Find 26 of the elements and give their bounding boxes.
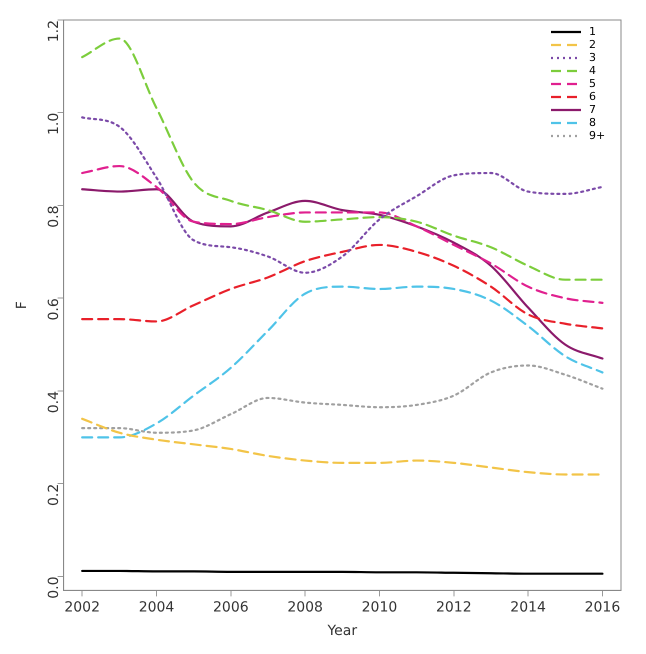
y-tick-label: 1.2 [46, 20, 62, 42]
y-tick-label: 0.0 [46, 576, 62, 599]
legend-label: 7 [589, 102, 596, 116]
legend-label: 2 [589, 38, 596, 51]
x-tick-label: 2014 [510, 599, 546, 616]
x-tick-label: 2002 [64, 599, 100, 616]
y-axis-title: F [14, 301, 30, 310]
y-tick-label: 0.4 [46, 390, 62, 414]
x-tick-label: 2008 [287, 599, 323, 616]
legend-label: 6 [589, 90, 596, 103]
y-tick-label: 0.2 [46, 484, 62, 506]
y-tick-label: 0.8 [46, 205, 62, 228]
y-tick-label: 1.0 [46, 112, 62, 136]
x-tick-label: 2004 [138, 599, 174, 616]
x-tick-label: 2016 [584, 599, 620, 616]
legend-label: 3 [589, 50, 596, 64]
x-tick-label: 2010 [362, 599, 398, 616]
y-tick-label: 0.6 [46, 298, 62, 321]
legend-label: 4 [589, 64, 596, 77]
legend-label: 9+ [589, 128, 606, 142]
x-tick-label: 2006 [213, 599, 249, 616]
x-tick-label: 2012 [436, 599, 472, 616]
legend-label: 5 [589, 76, 596, 90]
legend-label: 1 [589, 24, 596, 38]
legend-label: 8 [589, 116, 596, 129]
x-axis-title: Year [326, 623, 358, 640]
